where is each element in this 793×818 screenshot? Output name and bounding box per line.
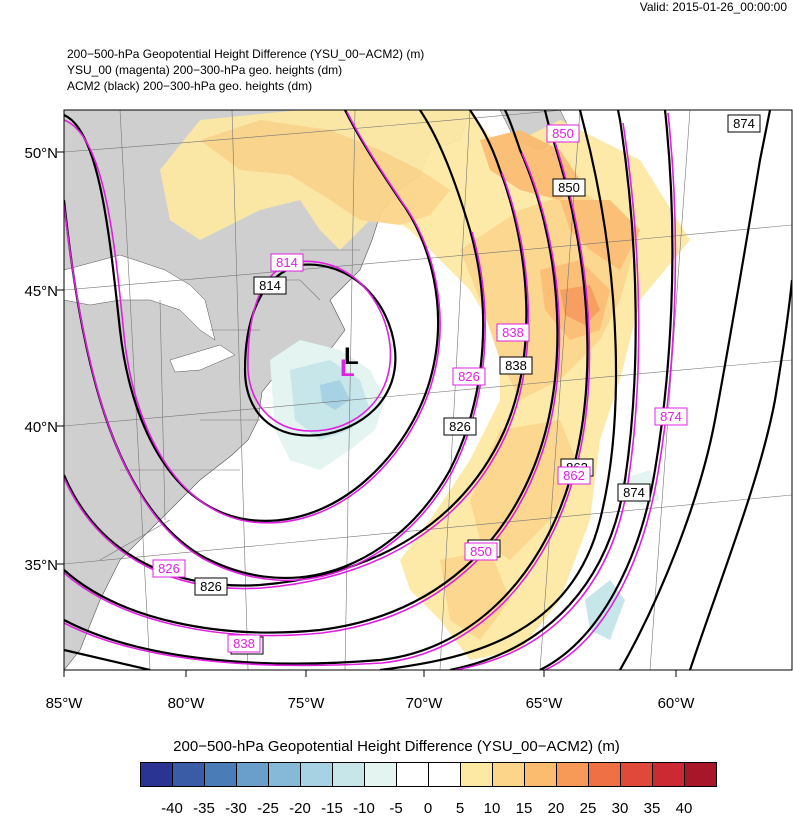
lon-label: 60°W [658, 695, 696, 712]
contour-label: 850 [552, 126, 574, 141]
contour-label: 814 [259, 278, 281, 293]
latitude-labels: 50°N 45°N 40°N 35°N [24, 145, 58, 574]
title-line-3: ACM2 (black) 200−300-hPa geo. heights (d… [67, 79, 313, 93]
colorbar-swatch [173, 763, 205, 786]
contour-label: 874 [660, 409, 682, 424]
contour-label: 838 [233, 636, 255, 651]
contour-label: 826 [449, 419, 471, 434]
contour-label: 862 [563, 468, 585, 483]
colorbar-tick-label: 40 [675, 800, 693, 817]
map-figure: L L 874 850 814 838 826 862 874 850 826 … [24, 109, 793, 712]
colorbar-tick-label: -10 [353, 800, 375, 817]
colorbar-tick-label: -40 [161, 800, 183, 817]
axis-ticks [57, 151, 677, 677]
map-titles: 200−500-hPa Geopotential Height Differen… [67, 46, 424, 94]
colorbar-tick-label: 5 [455, 800, 465, 817]
contour-label: 814 [276, 255, 298, 270]
lon-label: 70°W [406, 695, 444, 712]
colorbar-tick-label: -15 [321, 800, 343, 817]
colorbar [140, 762, 717, 787]
colorbar-swatch [461, 763, 493, 786]
colorbar-tick-label: -25 [257, 800, 279, 817]
colorbar-swatch [589, 763, 621, 786]
colorbar-swatch [205, 763, 237, 786]
colorbar-tick-label: 0 [423, 800, 433, 817]
low-symbol-black: L [344, 343, 359, 370]
colorbar-swatch [269, 763, 301, 786]
title-line-2: YSU_00 (magenta) 200−300-hPa geo. height… [67, 63, 343, 77]
longitude-labels: 85°W 80°W 75°W 70°W 65°W 60°W [46, 695, 696, 712]
valid-time: Valid: 2015-01-26_00:00:00 [639, 0, 787, 14]
colorbar-tick-label: 10 [483, 800, 501, 817]
colorbar-tick-label: 25 [579, 800, 597, 817]
colorbar-tick-label: 15 [515, 800, 533, 817]
colorbar-ticks: -40 -35 -30 -25 -20 -15 -10 -5 0 5 10 15 20 25 30 35 40 [0, 800, 793, 818]
colorbar-swatch [237, 763, 269, 786]
contour-label: 874 [623, 485, 645, 500]
contour-label: 838 [505, 358, 527, 373]
contour-label: 874 [733, 116, 755, 131]
negative-shading [270, 340, 660, 640]
colorbar-title: 200−500-hPa Geopotential Height Differen… [173, 738, 620, 755]
lon-label: 75°W [288, 695, 326, 712]
colorbar-swatch [653, 763, 685, 786]
great-lakes [64, 254, 216, 341]
contour-label: 826 [200, 579, 222, 594]
colorbar-tick-label: -20 [289, 800, 311, 817]
contour-label: 850 [470, 544, 492, 559]
colorbar-tick-label: 35 [643, 800, 661, 817]
lat-label: 35°N [24, 557, 58, 574]
colorbar-swatch [397, 763, 429, 786]
map-plot-area [64, 110, 792, 670]
colorbar-tick-label: -30 [225, 800, 247, 817]
colorbar-swatch [685, 763, 716, 786]
colorbar-swatch [301, 763, 333, 786]
contour-label: 826 [458, 369, 480, 384]
low-symbol-magenta: L [340, 355, 355, 382]
colorbar-swatch [493, 763, 525, 786]
lon-label: 85°W [46, 695, 84, 712]
lat-label: 50°N [24, 145, 58, 162]
magenta-contour-labels: 850 814 838 826 874 862 850 826 838 [152, 124, 688, 653]
contour-label: 838 [502, 325, 524, 340]
colorbar-swatch [429, 763, 461, 786]
colorbar-swatch [141, 763, 173, 786]
colorbar-swatch [365, 763, 397, 786]
lon-label: 65°W [526, 695, 564, 712]
contour-label: 850 [558, 180, 580, 195]
colorbar-swatch [333, 763, 365, 786]
colorbar-tick-label: -5 [389, 800, 403, 817]
colorbar-tick-label: -35 [193, 800, 215, 817]
lat-label: 45°N [24, 283, 58, 300]
colorbar-swatch [621, 763, 653, 786]
contour-label: 826 [158, 561, 180, 576]
title-line-1: 200−500-hPa Geopotential Height Differen… [67, 47, 425, 61]
map-frame [63, 109, 793, 671]
lon-label: 80°W [168, 695, 206, 712]
colorbar-tick-label: 30 [611, 800, 629, 817]
colorbar-swatch [557, 763, 589, 786]
colorbar-swatch [525, 763, 557, 786]
colorbar-tick-label: 20 [547, 800, 565, 817]
lat-label: 40°N [24, 419, 58, 436]
ysu-contours [64, 111, 677, 670]
